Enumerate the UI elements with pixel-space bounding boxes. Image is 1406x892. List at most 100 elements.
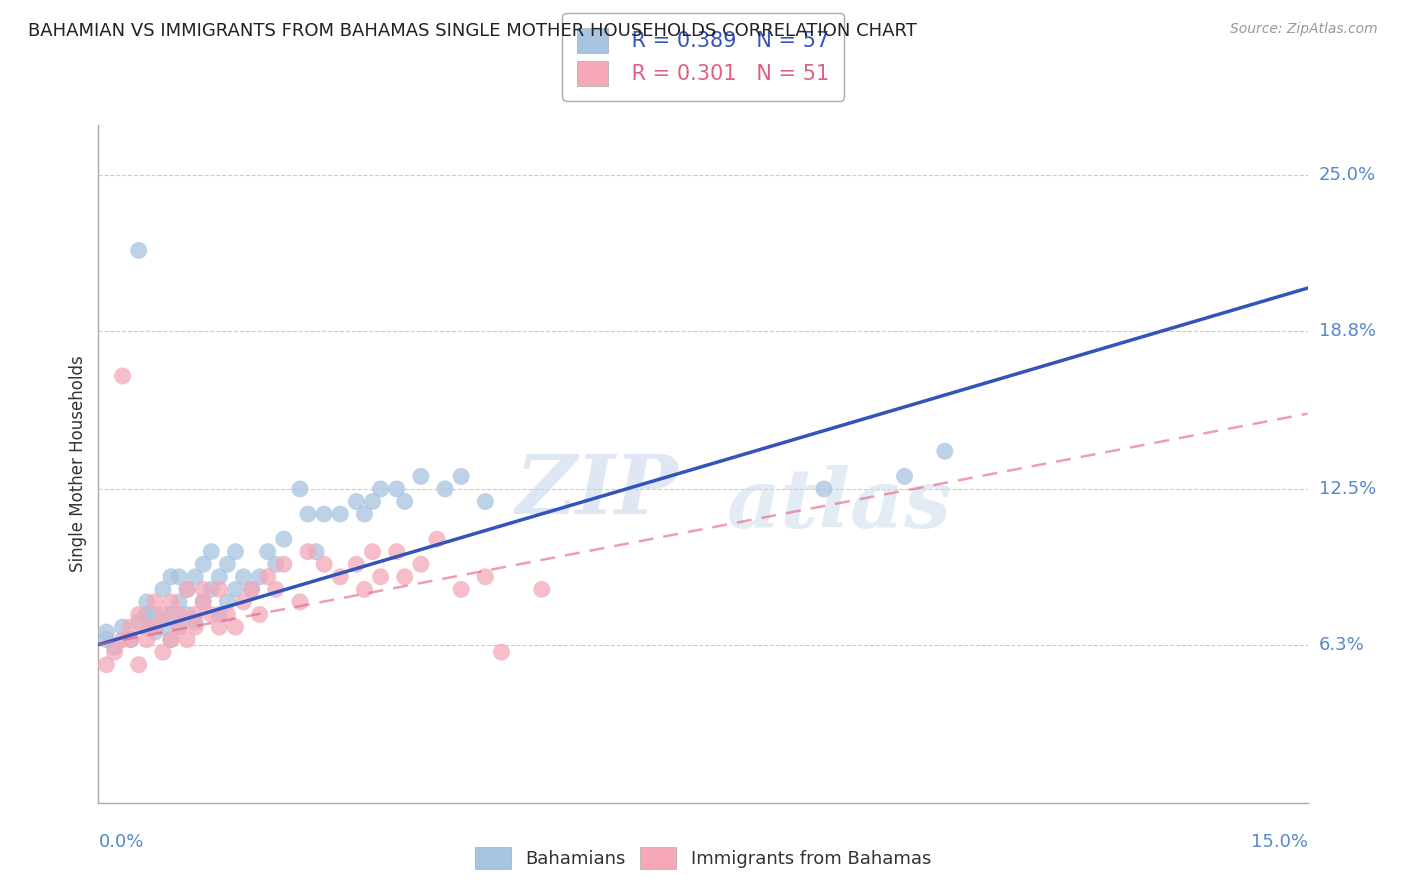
Point [474, 570, 496, 584]
Point [193, 595, 215, 609]
Point [329, 570, 352, 584]
Point [120, 632, 142, 647]
Text: BAHAMIAN VS IMMIGRANTS FROM BAHAMAS SINGLE MOTHER HOUSEHOLDS CORRELATION CHART: BAHAMIAN VS IMMIGRANTS FROM BAHAMAS SING… [28, 22, 917, 40]
Legend: Bahamians, Immigrants from Bahamas: Bahamians, Immigrants from Bahamas [465, 838, 941, 879]
Point [305, 545, 328, 559]
Point [111, 620, 134, 634]
Point [128, 607, 150, 622]
Point [135, 632, 157, 647]
Point [249, 570, 271, 584]
Point [167, 607, 190, 622]
Point [193, 595, 215, 609]
Text: Source: ZipAtlas.com: Source: ZipAtlas.com [1230, 22, 1378, 37]
Text: 0.0%: 0.0% [98, 833, 143, 851]
Point [152, 582, 174, 597]
Text: 12.5%: 12.5% [1319, 480, 1376, 498]
Point [530, 582, 553, 597]
Point [314, 558, 336, 572]
Point [152, 645, 174, 659]
Point [224, 620, 246, 634]
Point [256, 545, 278, 559]
Point [152, 620, 174, 634]
Point [385, 482, 408, 496]
Point [240, 582, 263, 597]
Point [264, 558, 287, 572]
Point [249, 607, 271, 622]
Point [353, 582, 375, 597]
Point [120, 632, 142, 647]
Point [128, 657, 150, 672]
Point [297, 545, 319, 559]
Point [208, 607, 231, 622]
Point [200, 607, 222, 622]
Point [193, 558, 215, 572]
Point [184, 570, 207, 584]
Point [167, 595, 190, 609]
Point [288, 482, 311, 496]
Point [160, 570, 183, 584]
Point [329, 507, 352, 521]
Point [167, 620, 190, 634]
Point [217, 607, 239, 622]
Point [143, 595, 166, 609]
Point [160, 607, 183, 622]
Text: 15.0%: 15.0% [1250, 833, 1308, 851]
Point [200, 545, 222, 559]
Point [160, 632, 183, 647]
Point [474, 494, 496, 508]
Point [434, 482, 457, 496]
Point [167, 620, 190, 634]
Point [208, 582, 231, 597]
Point [240, 582, 263, 597]
Point [934, 444, 956, 458]
Point [176, 582, 198, 597]
Point [217, 558, 239, 572]
Text: 6.3%: 6.3% [1319, 636, 1364, 654]
Point [111, 368, 134, 383]
Point [344, 558, 367, 572]
Point [370, 570, 392, 584]
Text: 18.8%: 18.8% [1319, 322, 1375, 340]
Point [353, 507, 375, 521]
Point [264, 582, 287, 597]
Point [232, 595, 254, 609]
Point [184, 607, 207, 622]
Point [409, 558, 432, 572]
Point [361, 494, 384, 508]
Point [176, 632, 198, 647]
Point [385, 545, 408, 559]
Point [176, 607, 198, 622]
Point [152, 607, 174, 622]
Point [256, 570, 278, 584]
Point [103, 645, 125, 659]
Text: ZIP: ZIP [516, 451, 679, 531]
Point [120, 620, 142, 634]
Point [167, 570, 190, 584]
Point [103, 640, 125, 654]
Point [193, 582, 215, 597]
Point [96, 657, 118, 672]
Point [135, 595, 157, 609]
Point [111, 632, 134, 647]
Point [288, 595, 311, 609]
Point [217, 595, 239, 609]
Point [893, 469, 915, 483]
Point [135, 620, 157, 634]
Point [200, 582, 222, 597]
Y-axis label: Single Mother Households: Single Mother Households [69, 356, 87, 572]
Point [184, 615, 207, 629]
Point [361, 545, 384, 559]
Point [224, 582, 246, 597]
Legend:  R = 0.389   N = 57,  R = 0.301   N = 51: R = 0.389 N = 57, R = 0.301 N = 51 [562, 13, 844, 101]
Point [96, 632, 118, 647]
Point [450, 469, 472, 483]
Point [394, 494, 416, 508]
Point [370, 482, 392, 496]
Point [143, 607, 166, 622]
Point [344, 494, 367, 508]
Point [128, 244, 150, 258]
Point [394, 570, 416, 584]
Point [143, 620, 166, 634]
Point [143, 625, 166, 640]
Point [224, 545, 246, 559]
